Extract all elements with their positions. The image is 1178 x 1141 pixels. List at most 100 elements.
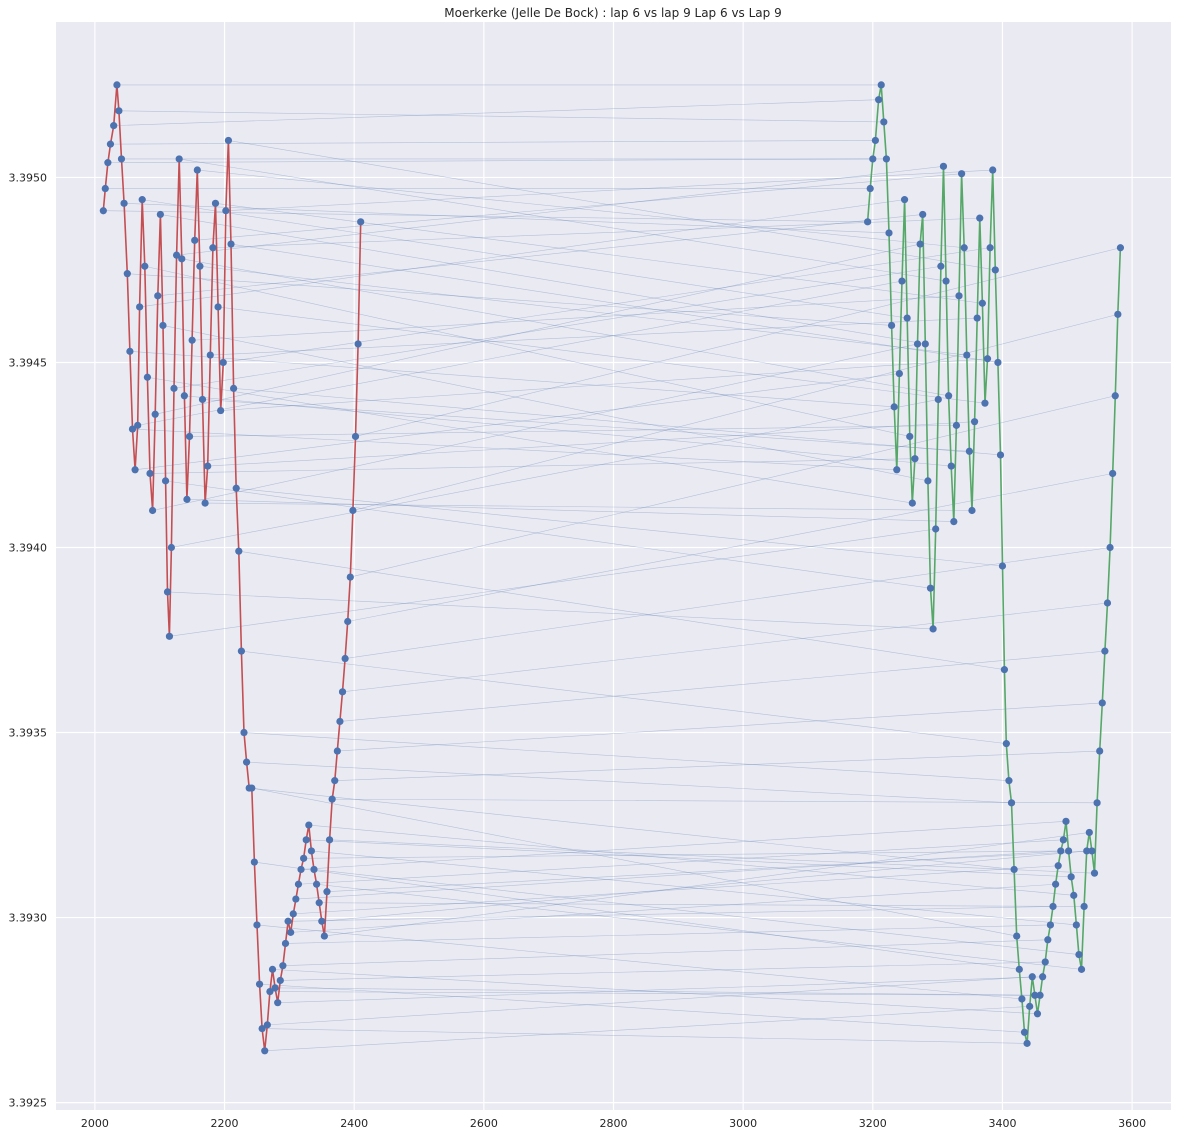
data-point [117,155,126,163]
data-point [965,447,973,455]
data-point [991,266,999,274]
data-point [232,484,240,492]
alignment-connector [142,199,908,319]
data-point [99,207,107,215]
data-point [864,218,872,226]
x-tick-label: 2000 [81,1117,109,1130]
data-point [1072,921,1080,929]
alignment-connector [313,869,1079,955]
data-point [882,155,891,163]
data-point [929,625,937,633]
data-point [281,939,290,948]
data-point [138,196,146,204]
x-tick-label: 2400 [340,1117,368,1130]
alignment-connector [189,425,957,437]
alignment-connector [167,591,934,630]
data-point [318,917,326,925]
alignment-connector [155,243,921,415]
alignment-connector [149,458,915,474]
data-point [932,525,940,533]
data-point [336,717,344,726]
data-point [134,421,142,429]
alignment-connector [267,976,1033,1026]
data-point [1039,973,1047,981]
data-point [258,1024,266,1033]
alignment-connector [173,265,941,389]
data-point [209,244,217,252]
data-point [217,406,225,415]
alignment-connector [147,376,913,504]
data-point [248,784,256,792]
y-tick-label: 3.3925 [9,1097,48,1110]
data-point [919,210,927,219]
alignment-connector [321,850,1087,922]
alignment-connector [316,883,1082,970]
alignment-connector [135,373,900,471]
alignment-connector [152,343,918,511]
data-point [924,477,932,485]
data-point [354,340,362,348]
data-point [869,155,877,163]
data-point [357,218,365,226]
data-point [126,347,134,355]
alignment-connector [277,976,1043,1003]
alignment-connector [345,547,1111,659]
x-tick-label: 2600 [470,1117,498,1130]
data-point [148,506,157,515]
alignment-connector [326,850,1092,892]
data-point [279,962,287,970]
alignment-connector [347,473,1113,622]
x-tick-label: 3000 [729,1117,757,1130]
alignment-connector [110,140,876,145]
data-point [994,358,1002,367]
alignment-connector [139,199,905,308]
data-point [1070,891,1078,899]
alignment-connector [127,273,892,326]
data-point [1020,1028,1029,1036]
data-point [976,214,984,222]
alignment-connector [319,902,1085,907]
data-point [986,244,994,252]
data-point [955,292,963,300]
data-point [960,244,968,252]
data-point [983,355,992,363]
alignment-connector [293,865,1059,915]
alignment-connector [324,832,1090,937]
x-tick-label: 3400 [988,1117,1016,1130]
data-point [1059,836,1067,844]
alignment-connector [256,924,1022,1000]
alignment-connector [251,787,1017,937]
marker-layer [99,81,1125,1055]
data-point [211,199,220,207]
data-point [161,477,170,485]
data-point [900,196,909,204]
alignment-connector [275,987,1041,996]
data-point [227,240,235,248]
data-point [172,251,181,259]
data-point [978,299,986,307]
data-point [958,170,966,178]
data-point [292,895,300,903]
alignment-connector [243,732,1009,781]
data-point [1067,873,1075,881]
alignment-connector [241,650,1007,744]
data-point [934,395,942,404]
x-tick-label: 3200 [859,1117,887,1130]
data-point [101,184,109,193]
data-point [196,262,204,270]
data-point [1015,965,1023,973]
data-point [185,432,194,441]
alignment-connector [280,961,1046,981]
data-point [877,81,885,89]
alignment-connector [169,528,936,637]
alignment-connector [230,243,998,363]
data-point [183,495,191,503]
data-point [921,340,929,348]
data-point [1013,932,1021,940]
data-point [255,980,264,988]
data-point [911,455,919,463]
alignment-connector [352,314,1118,511]
data-point [908,499,916,507]
y-tick-label: 3.3945 [9,356,48,369]
alignment-connector [184,395,952,467]
